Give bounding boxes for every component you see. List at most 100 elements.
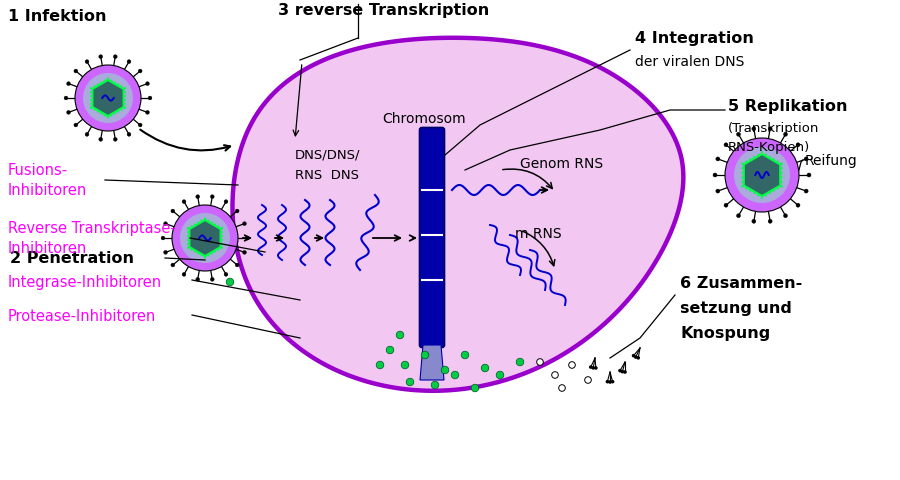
Text: Knospung: Knospung (680, 325, 770, 340)
Circle shape (182, 200, 186, 204)
Text: RNS  DNS: RNS DNS (295, 168, 359, 181)
Circle shape (218, 249, 220, 251)
Circle shape (224, 273, 228, 276)
Circle shape (90, 108, 92, 109)
Circle shape (761, 197, 763, 199)
Circle shape (780, 168, 783, 170)
Circle shape (742, 186, 743, 188)
Circle shape (745, 161, 747, 163)
Circle shape (146, 111, 149, 115)
Circle shape (611, 380, 615, 384)
Circle shape (99, 56, 103, 60)
Circle shape (220, 228, 223, 230)
Circle shape (226, 278, 234, 286)
Circle shape (94, 86, 95, 88)
Circle shape (406, 378, 414, 386)
Circle shape (724, 144, 728, 147)
Circle shape (187, 236, 189, 238)
Circle shape (187, 232, 189, 234)
Circle shape (716, 157, 720, 162)
Circle shape (107, 117, 109, 119)
Circle shape (214, 224, 216, 226)
Circle shape (752, 220, 756, 224)
Text: Inhibitoren: Inhibitoren (8, 182, 87, 198)
Circle shape (201, 255, 203, 257)
Circle shape (197, 222, 199, 224)
Circle shape (182, 273, 186, 276)
Circle shape (632, 354, 635, 358)
Circle shape (769, 128, 772, 132)
Circle shape (99, 138, 103, 142)
Circle shape (777, 161, 778, 163)
Circle shape (805, 157, 808, 162)
Circle shape (780, 172, 783, 174)
Circle shape (196, 195, 200, 199)
Circle shape (780, 186, 783, 188)
Circle shape (171, 210, 175, 214)
Circle shape (161, 237, 165, 240)
Circle shape (124, 92, 126, 94)
Circle shape (187, 228, 189, 230)
Circle shape (780, 177, 783, 179)
Text: 2 Penetration: 2 Penetration (10, 251, 134, 265)
Circle shape (107, 78, 109, 80)
Circle shape (441, 366, 449, 374)
Circle shape (517, 359, 524, 366)
Text: DNS/DNS/: DNS/DNS/ (295, 149, 361, 162)
Circle shape (74, 70, 77, 74)
Circle shape (780, 181, 783, 183)
Circle shape (401, 361, 409, 369)
Circle shape (220, 243, 223, 245)
Text: RNS-Kopien): RNS-Kopien) (728, 141, 810, 154)
Circle shape (220, 228, 223, 230)
Circle shape (86, 133, 89, 137)
Circle shape (171, 264, 175, 267)
Circle shape (621, 370, 625, 374)
Circle shape (559, 385, 565, 392)
Circle shape (431, 382, 439, 389)
Circle shape (769, 156, 771, 158)
Text: 1 Infektion: 1 Infektion (8, 9, 106, 24)
Circle shape (64, 97, 68, 101)
Circle shape (742, 172, 743, 174)
Text: 6 Zusammen-: 6 Zusammen- (680, 276, 802, 290)
Circle shape (172, 205, 238, 271)
Circle shape (757, 154, 759, 156)
Circle shape (197, 253, 199, 255)
Circle shape (777, 188, 778, 190)
Circle shape (623, 371, 626, 374)
Circle shape (90, 108, 92, 109)
Text: Chromosom: Chromosom (382, 112, 465, 126)
Circle shape (107, 78, 109, 80)
Circle shape (211, 195, 214, 199)
FancyBboxPatch shape (419, 128, 445, 348)
Circle shape (90, 88, 92, 90)
Circle shape (386, 347, 394, 354)
Circle shape (90, 104, 92, 106)
Circle shape (146, 83, 149, 86)
Circle shape (124, 100, 126, 102)
Circle shape (187, 243, 189, 245)
Circle shape (496, 372, 504, 379)
Circle shape (220, 236, 223, 238)
Circle shape (224, 200, 228, 204)
Circle shape (139, 70, 142, 74)
Circle shape (796, 144, 800, 147)
Circle shape (121, 86, 122, 88)
Circle shape (117, 111, 119, 113)
Circle shape (745, 188, 747, 190)
Polygon shape (743, 155, 780, 197)
Circle shape (194, 251, 196, 253)
Circle shape (94, 109, 95, 111)
Circle shape (86, 60, 89, 64)
Circle shape (90, 92, 92, 94)
Circle shape (124, 108, 126, 109)
Circle shape (589, 365, 592, 369)
Circle shape (211, 222, 212, 224)
Circle shape (204, 257, 206, 259)
Circle shape (606, 380, 609, 384)
Text: Inhibitoren: Inhibitoren (8, 240, 87, 255)
Circle shape (90, 96, 92, 98)
Circle shape (121, 109, 122, 111)
Circle shape (634, 356, 637, 359)
